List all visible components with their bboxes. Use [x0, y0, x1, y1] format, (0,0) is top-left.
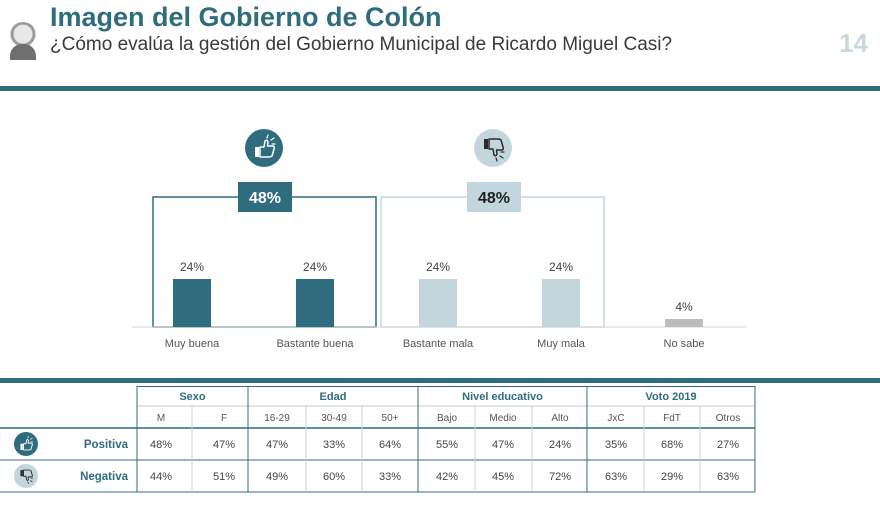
evaluation-bar-chart: 48% 48% 24% Muy buena 24% Bastante buena 24% Ba…: [132, 129, 746, 350]
cell-value: 60%: [323, 471, 345, 483]
cell-value: 63%: [717, 471, 739, 483]
column-label-0: M: [157, 413, 165, 424]
slide-header: Imagen del Gobierno de Colón ¿Cómo evalú…: [0, 0, 880, 86]
table-body-bg: [137, 428, 755, 502]
group-label-0: Sexo: [179, 391, 206, 403]
thumbs-up-icon: [20, 435, 34, 451]
avatar: [6, 22, 40, 60]
cell-value: 44%: [150, 471, 172, 483]
group-label-2: Nivel educativo: [462, 391, 543, 403]
cell-value: 42%: [436, 471, 458, 483]
table-row: Positiva 48% 47% 47% 33% 64% 55% 47% 24% 35% 68% 27…: [14, 432, 739, 456]
bar-value-label-1: 24%: [303, 260, 327, 274]
column-label-7: Alto: [551, 413, 569, 424]
bar-1: [296, 279, 334, 327]
cell-value: 49%: [266, 471, 288, 483]
cell-value: 47%: [213, 439, 235, 451]
page-title: Imagen del Gobierno de Colón: [50, 2, 442, 32]
cell-value: 47%: [492, 439, 514, 451]
column-label-6: Medio: [489, 413, 517, 424]
negative-total-badge: [467, 182, 521, 212]
breakdown-table-grid: Sexo Edad Nivel educativo Voto 2019 M F 16-29 3…: [0, 386, 756, 502]
page-subtitle: ¿Cómo evalúa la gestión del Gobierno Mun…: [50, 34, 673, 55]
cell-value: 51%: [213, 471, 235, 483]
cell-value: 35%: [605, 439, 627, 451]
cell-value: 64%: [379, 439, 401, 451]
row-label-0: Positiva: [84, 439, 129, 451]
column-label-2: 16-29: [264, 413, 290, 424]
negative-total-label: 48%: [478, 190, 510, 207]
column-label-9: FdT: [663, 413, 681, 424]
header-divider: [0, 86, 880, 91]
thumbs-down-icon: [484, 138, 505, 162]
cell-value: 29%: [661, 471, 683, 483]
bar-value-label-2: 24%: [426, 260, 450, 274]
bar-4: [665, 319, 703, 327]
column-label-1: F: [221, 413, 227, 424]
bar-3: [542, 279, 580, 327]
bar-2: [419, 279, 457, 327]
cell-value: 48%: [150, 439, 172, 451]
section-divider: [0, 378, 880, 383]
category-label-2: Bastante mala: [403, 338, 474, 350]
column-label-5: Bajo: [437, 413, 457, 424]
cell-value: 68%: [661, 439, 683, 451]
cell-value: 33%: [379, 471, 401, 483]
bar-0: [173, 279, 211, 327]
table-row: Negativa 44% 51% 49% 60% 33% 42% 45% 72% 63% 29% 63…: [14, 464, 739, 488]
group-label-3: Voto 2019: [645, 391, 696, 403]
positive-total-badge: [238, 182, 292, 212]
thumbs-up-icon: [255, 134, 276, 158]
cell-value: 45%: [492, 471, 514, 483]
cell-value: 27%: [717, 439, 739, 451]
bar-value-label-0: 24%: [180, 260, 204, 274]
category-label-4: No sabe: [664, 338, 705, 350]
category-label-0: Muy buena: [165, 338, 220, 350]
category-label-1: Bastante buena: [276, 338, 354, 350]
positive-total-label: 48%: [249, 190, 281, 207]
row-label-1: Negativa: [80, 471, 129, 483]
column-label-4: 50+: [382, 413, 399, 424]
negative-icon-circle: [474, 129, 512, 167]
cell-value: 24%: [549, 439, 571, 451]
positive-icon-circle: [245, 129, 283, 167]
cell-value: 55%: [436, 439, 458, 451]
breakdown-table: Sexo Edad Nivel educativo Voto 2019 M F 16-29 3…: [0, 386, 880, 512]
cell-value: 33%: [323, 439, 345, 451]
cell-value: 47%: [266, 439, 288, 451]
bar-value-label-4: 4%: [675, 300, 693, 314]
cell-value: 72%: [549, 471, 571, 483]
column-label-3: 30-49: [321, 413, 347, 424]
thumbs-down-icon: [20, 469, 34, 485]
bar-value-label-3: 24%: [549, 260, 573, 274]
column-label-8: JxC: [607, 413, 624, 424]
group-label-1: Edad: [320, 391, 347, 403]
category-label-3: Muy mala: [537, 338, 586, 350]
page-number: 14: [839, 28, 868, 58]
column-label-10: Otros: [716, 413, 740, 424]
cell-value: 63%: [605, 471, 627, 483]
